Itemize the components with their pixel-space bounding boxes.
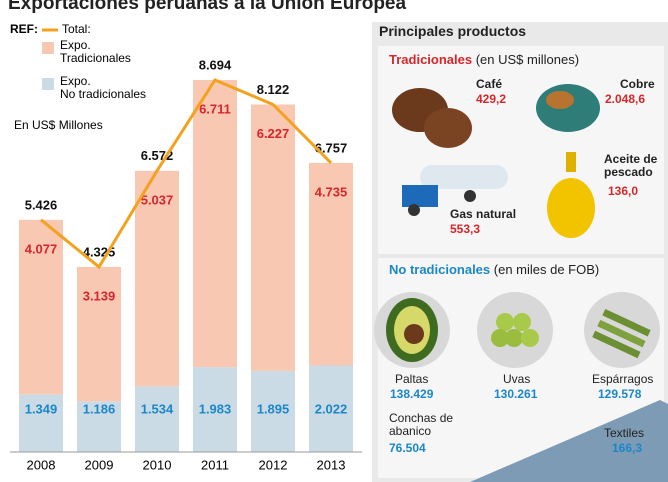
bar-segment <box>77 266 121 402</box>
traditional-box <box>378 46 664 254</box>
product-name: Paltas <box>395 372 429 386</box>
value-label: 4.077 <box>25 241 58 256</box>
legend-swatch <box>42 42 54 54</box>
value-label: 8.122 <box>257 82 290 97</box>
bar-segment <box>251 370 295 452</box>
x-tick-label: 2009 <box>85 457 114 472</box>
copper-image <box>536 84 600 132</box>
asparagus-image <box>584 292 660 368</box>
value-label: 3.139 <box>83 288 116 303</box>
x-tick-label: 2008 <box>27 457 56 472</box>
legend-label: Total: <box>62 22 91 36</box>
gas-truck-image <box>402 165 508 216</box>
product-name: Uvas <box>503 372 531 386</box>
non-traditional-unit: (en miles de FOB) <box>493 262 600 277</box>
x-tick-label: 2013 <box>317 457 346 472</box>
product-value: 130.261 <box>494 387 538 401</box>
value-label: 1.534 <box>141 401 174 416</box>
value-label: 6.711 <box>199 101 231 116</box>
product-name: Espárragos <box>592 372 654 386</box>
legend-swatch <box>42 78 54 90</box>
coffee-image <box>392 88 472 148</box>
product-value: 2.048,6 <box>605 92 646 106</box>
value-label: 1.895 <box>257 401 290 416</box>
bar-segment <box>193 367 237 452</box>
value-label: 8.694 <box>199 57 232 72</box>
value-label: 6.757 <box>315 140 348 155</box>
non-traditional-title: No tradicionales <box>389 262 491 277</box>
bar-segment <box>251 104 295 371</box>
product-name: Textiles <box>604 426 645 440</box>
traditional-title: Tradicionales <box>389 52 473 67</box>
value-label: 5.426 <box>25 197 58 212</box>
value-label: 4.735 <box>315 184 348 199</box>
products-heading: Principales productos <box>379 23 527 39</box>
legend-label: Expo. No tradicionales <box>60 74 146 101</box>
value-label: 1.983 <box>199 401 232 416</box>
product-name: Aceite de pescado <box>604 152 658 179</box>
grapes-image <box>477 292 553 368</box>
product-value: 429,2 <box>476 92 507 106</box>
chart-title: Exportaciones peruanas a la Unión Europe… <box>8 0 406 14</box>
x-tick-label: 2010 <box>143 457 172 472</box>
x-tick-label: 2012 <box>259 457 288 472</box>
x-tick-label: 2011 <box>201 457 229 472</box>
product-value: 76.504 <box>389 441 426 455</box>
product-name: Gas natural <box>450 207 517 221</box>
bar-segment <box>135 386 179 452</box>
fish-oil-image <box>547 152 595 238</box>
bar-segment <box>309 365 353 452</box>
value-label: 1.186 <box>83 401 116 416</box>
bar-segment <box>19 394 63 452</box>
bar-segment <box>193 80 237 368</box>
avocado-image <box>374 292 450 368</box>
bar-segment <box>77 401 121 452</box>
product-name: Café <box>476 77 503 91</box>
product-value: 553,3 <box>450 222 481 236</box>
non-traditional-header: No tradicionales (en miles de FOB) <box>389 263 599 276</box>
value-label: 2.022 <box>315 401 348 416</box>
value-label: 5.037 <box>141 192 174 207</box>
textiles-image <box>470 400 668 482</box>
value-label: 6.227 <box>257 126 290 141</box>
product-value: 166,3 <box>612 441 643 455</box>
value-label: 1.349 <box>25 401 58 416</box>
legend-label: Expo. Tradicionales <box>60 38 131 65</box>
product-value: 129.578 <box>598 387 642 401</box>
bar-segment <box>309 162 353 366</box>
total-line <box>40 78 333 270</box>
unit-label: En US$ Millones <box>14 118 103 132</box>
product-name: Conchas de abanico <box>389 411 454 438</box>
legend-heading: REF: <box>10 22 38 36</box>
product-name: Cobre <box>620 77 655 91</box>
product-value: 136,0 <box>608 184 639 198</box>
traditional-header: Tradicionales (en US$ millones) <box>389 53 579 66</box>
traditional-unit: (en US$ millones) <box>475 52 580 67</box>
bar-segment <box>19 219 63 395</box>
product-value: 138.429 <box>390 387 434 401</box>
bar-segment <box>135 170 179 387</box>
